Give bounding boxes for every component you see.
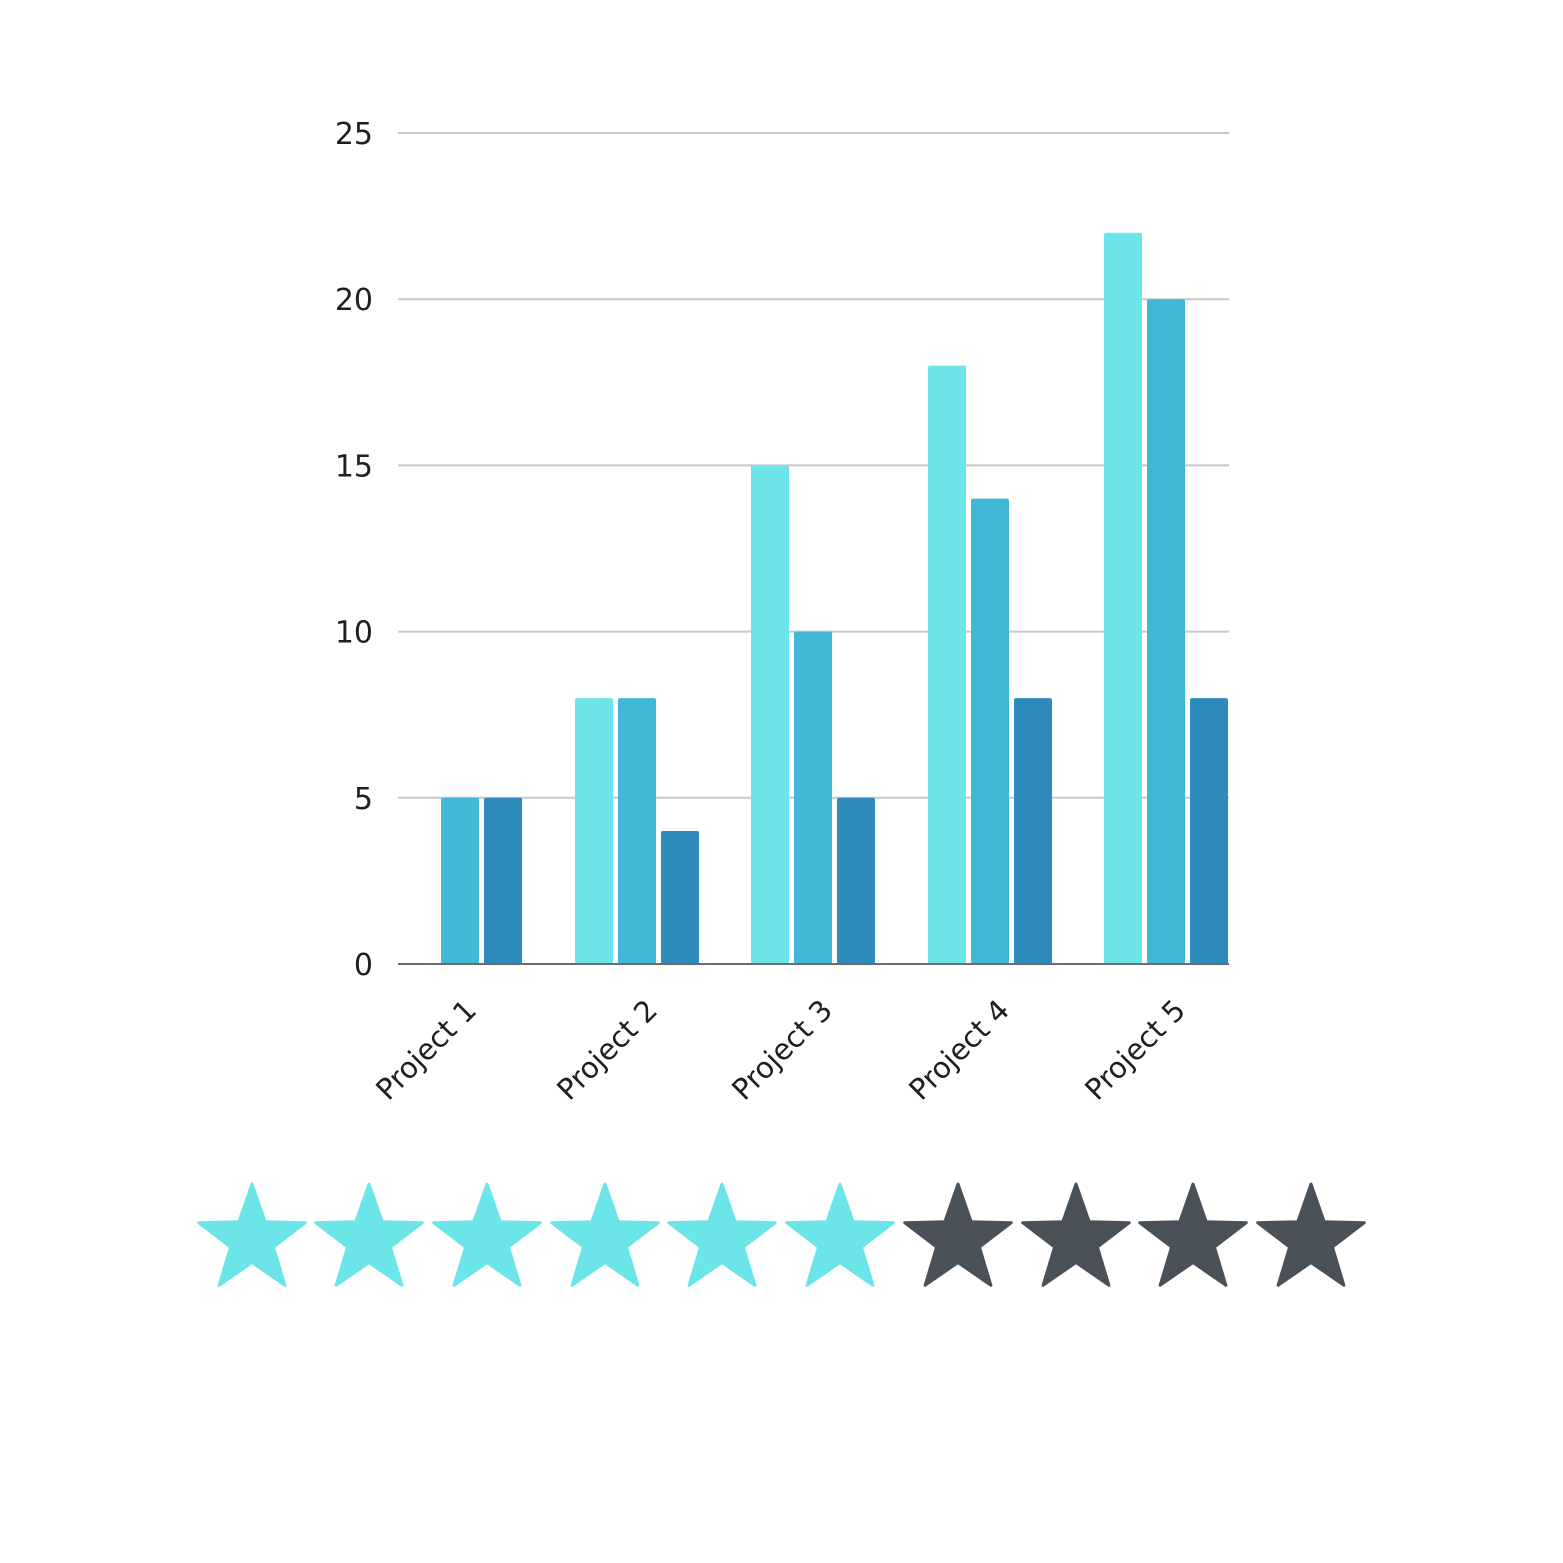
bar-project-3-s1 xyxy=(751,465,789,964)
bar-project-2-s3 xyxy=(661,831,699,964)
bar-project-1-s3 xyxy=(484,797,522,964)
y-tick-label: 15 xyxy=(335,449,373,484)
gridlines xyxy=(398,132,1229,799)
star-icon xyxy=(785,1182,895,1287)
bars xyxy=(441,232,1228,965)
bar-project-4-s2 xyxy=(971,498,1009,964)
x-tick-label: Project 2 xyxy=(550,993,664,1107)
star-icon xyxy=(1138,1182,1248,1287)
y-axis-ticks: 0 5 10 15 20 25 xyxy=(335,117,373,983)
x-tick-label: Project 3 xyxy=(725,993,839,1107)
bar-project-5-s3 xyxy=(1190,698,1228,964)
bar-project-3-s3 xyxy=(837,797,875,964)
star-icon xyxy=(550,1182,660,1287)
bar-project-1-s2 xyxy=(441,797,479,964)
star-icon xyxy=(432,1182,542,1287)
y-tick-label: 25 xyxy=(335,117,373,152)
star-icon xyxy=(197,1182,307,1287)
bar-project-3-s2 xyxy=(794,631,832,964)
star-icon xyxy=(314,1182,424,1287)
bar-project-2-s1 xyxy=(575,698,613,964)
star-icon xyxy=(1021,1182,1131,1287)
bar-project-5-s1 xyxy=(1104,232,1142,965)
star-icon xyxy=(667,1182,777,1287)
star-icon xyxy=(1256,1182,1366,1287)
x-axis-labels: Project 1 Project 2 Project 3 Project 4 Proj… xyxy=(369,993,1192,1107)
star-icon xyxy=(903,1182,1013,1287)
x-tick-label: Project 1 xyxy=(369,993,483,1107)
y-tick-label: 20 xyxy=(335,283,373,318)
bar-project-5-s2 xyxy=(1147,299,1185,964)
bar-project-4-s3 xyxy=(1014,698,1052,964)
bar-project-2-s2 xyxy=(618,698,656,964)
bar-project-4-s1 xyxy=(928,365,966,964)
y-tick-label: 0 xyxy=(354,948,373,983)
y-tick-label: 5 xyxy=(354,782,373,817)
x-tick-label: Project 5 xyxy=(1078,993,1192,1107)
y-tick-label: 10 xyxy=(335,616,373,651)
star-rating xyxy=(197,1182,1366,1287)
x-tick-label: Project 4 xyxy=(902,993,1016,1107)
